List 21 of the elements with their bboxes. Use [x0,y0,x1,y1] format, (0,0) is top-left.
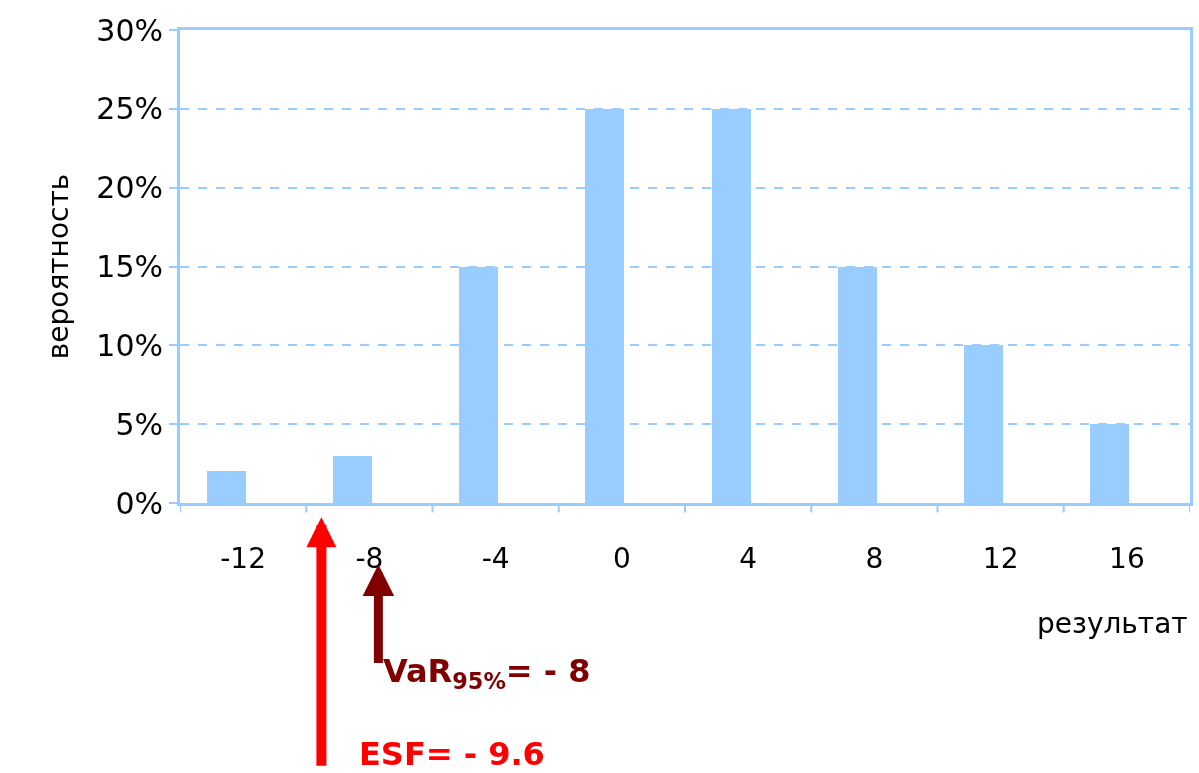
x-tick-label: 8 [865,541,884,575]
x-tick-label: 4 [739,541,758,575]
y-axis-title: вероятность [42,173,76,360]
x-tick-label: -4 [481,541,510,575]
x-tick-label: -12 [220,541,266,575]
x-tick-label: 16 [1109,541,1145,575]
bar [333,456,372,503]
y-tick-label: 15% [96,249,163,284]
y-tick-label: 10% [96,327,163,363]
y-tick-label: 25% [96,91,163,127]
y-tick-label: 20% [96,170,163,206]
y-tick-label: 0% [115,485,163,521]
y-tick-label: 30% [96,12,163,48]
x-tick-label: -8 [355,541,384,575]
x-tick-label: 0 [612,541,631,575]
text: ESF= - 9.6 [359,735,545,773]
bar [207,471,246,503]
text: VaR$_{95%}$= - 8 [383,652,591,694]
y-tick-label: 5% [115,406,163,442]
x-tick-label: 12 [982,541,1019,575]
x-axis-title: результат [1037,607,1188,640]
